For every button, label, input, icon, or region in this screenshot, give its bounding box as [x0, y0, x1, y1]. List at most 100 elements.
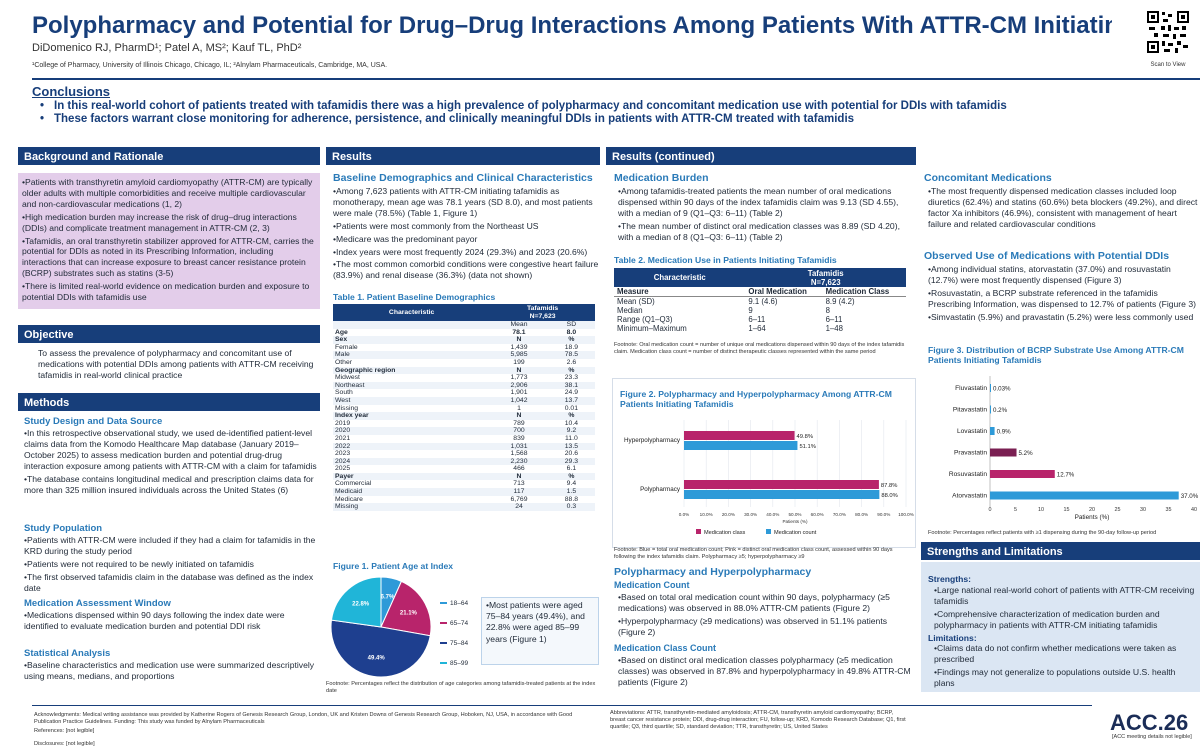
table1-cell: N — [516, 472, 522, 480]
legend-label: 85–99 — [450, 659, 469, 667]
fig2-tick-label: 20.0% — [722, 512, 735, 517]
fig2-tick-label: 50.0% — [788, 512, 801, 517]
fig1-caption: Figure 1. Patient Age at Index — [333, 561, 454, 571]
fig2-tick-label: 40.0% — [766, 512, 779, 517]
table1-cell: Missing — [335, 503, 359, 511]
table2-cell: 6–11 — [825, 315, 843, 324]
table1-cell: N — [516, 336, 522, 344]
assessment-window-text: •Medications dispensed within 90 days fo… — [24, 610, 285, 631]
acc-subtitle: [ACC meeting details not legible] — [1112, 734, 1192, 740]
fig3-bar — [990, 491, 1179, 500]
table1-row: Missing 1 0.01 — [333, 405, 595, 413]
table1-cell: 13.5 — [564, 442, 578, 450]
fig2-caption: Figure 2. Polypharmacy and Hyperpolyphar… — [620, 389, 892, 409]
table1-cell: 24 — [515, 503, 523, 511]
table1-cell: 0.01 — [564, 404, 578, 412]
table1-row: 2021 839 11.0 — [333, 435, 595, 443]
statistical-analysis-text: •Baseline characteristics and medication… — [24, 660, 315, 681]
acc-logo: ACC.26 — [1110, 710, 1189, 735]
fig2-data-label: 87.8% — [881, 483, 897, 489]
table2-cell: Mean (SD) — [617, 297, 655, 306]
table1-cell: 18.9 — [564, 343, 578, 351]
fig2-tick-label: 10.0% — [700, 512, 713, 517]
fig2-legend-label: Medication count — [774, 530, 817, 536]
strengths-box — [921, 562, 1200, 692]
table1-cell: 1,031 — [510, 442, 528, 450]
table2-cell: 1–64 — [748, 324, 766, 333]
fig3-tick-label: 20 — [1089, 507, 1095, 513]
table2-footnote: Footnote: Oral medication count = number… — [614, 342, 905, 355]
pie-data-label: 21.1% — [400, 610, 418, 616]
strengths-text: Strengths: •Large national real-world co… — [928, 574, 1195, 689]
fig3-category-label: Rosuvastatin — [949, 471, 987, 478]
table2-cell: Minimum–Maximum — [617, 324, 687, 333]
footer-divider — [32, 705, 1092, 706]
table1-row: 2019 789 10.4 — [333, 420, 595, 428]
table1-cell: Other — [335, 358, 352, 366]
table1-cell: Female — [335, 343, 358, 351]
table1-row: Sex N% — [333, 336, 595, 344]
fig3-bar — [990, 448, 1017, 457]
fig3-data-label: 0.2% — [993, 407, 1008, 414]
legend-swatch — [440, 662, 447, 664]
fig3-tick-label: 35 — [1166, 507, 1172, 513]
table1-cell: 11.0 — [565, 434, 578, 442]
fig2-category-label: Hyperpolypharmacy — [624, 437, 681, 444]
table1-cell: % — [568, 472, 575, 480]
table1-cell: 13.7 — [564, 396, 578, 404]
fig2-tick-label: 60.0% — [811, 512, 824, 517]
table2-cell: 6–11 — [748, 315, 766, 324]
fig3-footnote: Footnote: Percentages reflect patients w… — [928, 530, 1157, 536]
table1-cell: 839 — [513, 434, 525, 442]
legend-label: 75–84 — [450, 639, 469, 647]
legend-swatch — [440, 602, 447, 604]
fig1-legend: 18–64 65–74 75–84 85–99 — [440, 593, 468, 673]
fig3-data-label: 12.7% — [1057, 472, 1075, 479]
fig2-data-label: 51.1% — [799, 444, 815, 450]
fig3-category-label: Pravastatin — [954, 450, 987, 457]
legend-item: 75–84 — [440, 633, 468, 653]
table2-header-row: Characteristic Tafamidis N=7,623 — [614, 268, 906, 287]
table1-row: Missing 24 0.3 — [333, 503, 595, 511]
conclusion-item: • In this real-world cohort of patients t… — [40, 100, 1007, 112]
fig3-bar — [990, 384, 991, 392]
fig3-category-label: Lovastatin — [957, 428, 987, 435]
table1-cell: Missing — [335, 404, 359, 412]
concomitant-text: •The most frequently dispensed medicatio… — [928, 186, 1198, 229]
table2-cell: Median — [617, 306, 643, 315]
authors: DiDomenico RJ, PharmD¹; Patel A, MS²; Ka… — [32, 42, 302, 54]
table1-row: Mean SD — [333, 321, 595, 329]
fig2-bar — [684, 480, 879, 489]
table1-cell: 2024 — [335, 457, 351, 465]
fig2-tick-label: 70.0% — [833, 512, 846, 517]
table1-cell: Medicare — [335, 495, 363, 503]
background-item: •Patients with transthyretin amyloid car… — [22, 177, 313, 209]
statistical-analysis-title: Statistical Analysis — [24, 648, 111, 659]
table1-cell: Age — [335, 328, 348, 336]
table1-row: Male 5,985 78.5 — [333, 351, 595, 359]
legend-label: 65–74 — [450, 619, 469, 627]
fig3-tick-label: 5 — [1014, 507, 1017, 513]
table1-cell: Mean — [510, 321, 528, 328]
objective-text: To assess the prevalence of polypharmacy… — [38, 348, 314, 380]
table1-cell: 78.5 — [564, 351, 578, 359]
legend-swatch — [440, 642, 447, 644]
fig2-bar — [684, 431, 795, 440]
disclosures: Disclosures: [not legible] — [34, 741, 95, 747]
fig3-tick-label: 10 — [1038, 507, 1044, 513]
qr-code-icon[interactable] — [1146, 10, 1190, 54]
table1-cell: Northeast — [335, 381, 365, 389]
table1-cell: 1,042 — [510, 396, 528, 404]
fig3-tick-label: 25 — [1115, 507, 1121, 513]
table1-cell: 2020 — [335, 427, 351, 435]
table1-cell: 789 — [513, 419, 525, 427]
table1-cell: 1 — [517, 404, 521, 412]
table2-row: Mean (SD) 9.1 (4.6) 8.9 (4.2) — [614, 297, 906, 307]
table1-cell: Commercial — [335, 480, 372, 488]
table2-cell: Range (Q1–Q3) — [617, 315, 673, 324]
table2-row: Minimum–Maximum 1–64 1–48 — [614, 324, 906, 333]
table2-row: Range (Q1–Q3) 6–11 6–11 — [614, 315, 906, 324]
study-design-title: Study Design and Data Source — [24, 416, 163, 427]
medication-count-title: Medication Count — [614, 580, 690, 590]
table1-row: South 1,901 24.9 — [333, 389, 595, 397]
